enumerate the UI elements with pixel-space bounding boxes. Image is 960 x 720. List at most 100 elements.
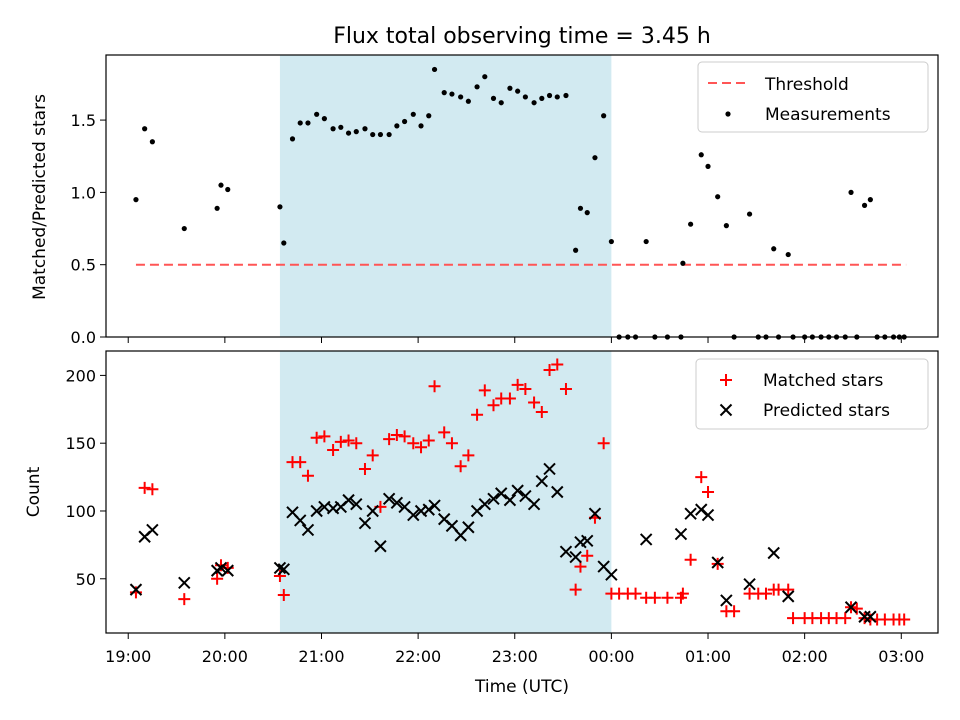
measurement-point xyxy=(785,251,791,258)
predicted-star-marker xyxy=(511,484,524,497)
legend-measurements-label: Measurements xyxy=(765,105,891,125)
predicted-star-marker xyxy=(478,497,492,511)
matched-star-marker xyxy=(358,462,371,475)
matched-star-marker xyxy=(422,434,435,447)
measurement-point xyxy=(133,197,139,203)
predicted-star-marker xyxy=(559,545,573,558)
measurement-point xyxy=(330,126,336,132)
matched-star-marker xyxy=(138,481,151,494)
predicted-star-marker xyxy=(743,577,756,591)
x-tick-label: 20:00 xyxy=(202,647,248,666)
top-y-tick-label: 1.5 xyxy=(71,111,96,130)
matched-star-marker xyxy=(178,593,191,606)
measurement-point xyxy=(474,84,480,90)
predicted-star-marker xyxy=(487,492,500,505)
measurement-point xyxy=(482,74,488,80)
predicted-star-marker xyxy=(543,462,556,476)
matched-star-marker xyxy=(569,583,582,596)
measurement-point xyxy=(601,113,607,119)
predicted-star-marker xyxy=(844,601,858,614)
predicted-star-marker xyxy=(428,499,441,512)
matched-star-marker xyxy=(728,605,741,618)
matched-star-marker xyxy=(535,406,548,419)
predicted-star-marker xyxy=(858,610,871,623)
bottom-plot-frame xyxy=(105,350,939,634)
measurement-point xyxy=(410,111,416,117)
predicted-star-marker xyxy=(273,561,287,575)
matched-star-marker xyxy=(146,483,159,496)
predicted-star-marker xyxy=(350,497,363,511)
bottom-y-tick-label: 100 xyxy=(65,502,96,521)
matched-star-marker xyxy=(366,449,379,462)
matched-star-marker xyxy=(839,612,852,625)
matched-star-marker xyxy=(390,429,403,442)
top-legend-box xyxy=(697,61,929,133)
predicted-star-marker xyxy=(767,546,780,560)
matched-star-marker xyxy=(519,382,532,395)
measurement-point xyxy=(377,131,384,138)
predicted-star-marker xyxy=(422,503,435,516)
measurement-point xyxy=(746,211,753,217)
predicted-star-marker xyxy=(527,497,541,511)
matched-star-marker xyxy=(898,613,911,626)
measurement-point xyxy=(353,129,359,135)
measurement-point xyxy=(338,124,344,130)
measurement-point xyxy=(314,111,320,117)
bottom-legend-box xyxy=(695,358,929,430)
predicted-star-marker xyxy=(382,492,396,505)
measurement-point xyxy=(345,130,352,136)
top-legend: Threshold Measurements xyxy=(697,61,929,133)
matched-star-marker xyxy=(695,471,708,484)
measurement-point xyxy=(142,126,148,132)
measurement-point xyxy=(608,238,614,245)
matched-star-marker xyxy=(559,382,572,395)
predicted-star-marker xyxy=(569,550,582,564)
measurement-point xyxy=(563,92,569,99)
measurement-point xyxy=(181,225,187,232)
measurement-point xyxy=(458,94,464,100)
x-tick-label: 21:00 xyxy=(298,647,344,666)
top-y-tick-label: 1.0 xyxy=(71,183,96,202)
predicted-star-marker xyxy=(495,487,508,500)
predicted-star-marker xyxy=(407,508,420,522)
matched-star-marker xyxy=(503,392,516,405)
x-tick-label: 00:00 xyxy=(588,647,634,666)
matched-star-marker xyxy=(445,437,458,450)
matched-star-marker xyxy=(478,384,491,397)
x-tick-label: 03:00 xyxy=(878,647,924,666)
matched-star-marker xyxy=(759,587,772,600)
measurement-point xyxy=(321,116,327,122)
top-y-tick-label: 0.5 xyxy=(71,256,96,275)
bottom-legend: Matched stars Predicted stars xyxy=(695,358,929,430)
measurement-point xyxy=(723,223,729,229)
matched-star-marker xyxy=(528,396,541,409)
matched-star-marker xyxy=(301,469,314,482)
measurement-point xyxy=(539,95,545,101)
measurement-point xyxy=(715,194,721,200)
matched-star-marker xyxy=(407,437,420,450)
measurement-point xyxy=(688,221,694,227)
measurement-point xyxy=(490,95,497,101)
measurement-point xyxy=(515,88,521,94)
predicted-star-marker xyxy=(551,485,564,499)
matched-star-marker xyxy=(383,433,396,446)
bottom-y-axis-label: Count xyxy=(24,466,44,517)
measurement-point xyxy=(305,120,311,126)
predicted-star-marker xyxy=(178,576,191,590)
matched-star-marker xyxy=(702,486,715,498)
matched-star-marker xyxy=(454,460,467,473)
top-plot-frame xyxy=(105,54,939,338)
predicted-star-marker xyxy=(129,583,143,596)
predicted-star-marker xyxy=(358,516,372,530)
predicted-star-marker xyxy=(214,561,228,575)
measurement-point xyxy=(546,92,553,99)
matched-star-marker xyxy=(487,399,500,412)
matched-star-marker xyxy=(294,456,307,469)
matched-star-marker xyxy=(462,449,475,462)
matched-star-marker xyxy=(428,380,441,393)
bottom-panel: Count 50 100 150 200 19:00 20:00 21:00 22:00 23:… xyxy=(24,350,939,666)
predicted-star-marker xyxy=(342,493,355,507)
predicted-star-marker xyxy=(605,568,618,581)
bottom-y-tick-label: 150 xyxy=(65,434,96,453)
